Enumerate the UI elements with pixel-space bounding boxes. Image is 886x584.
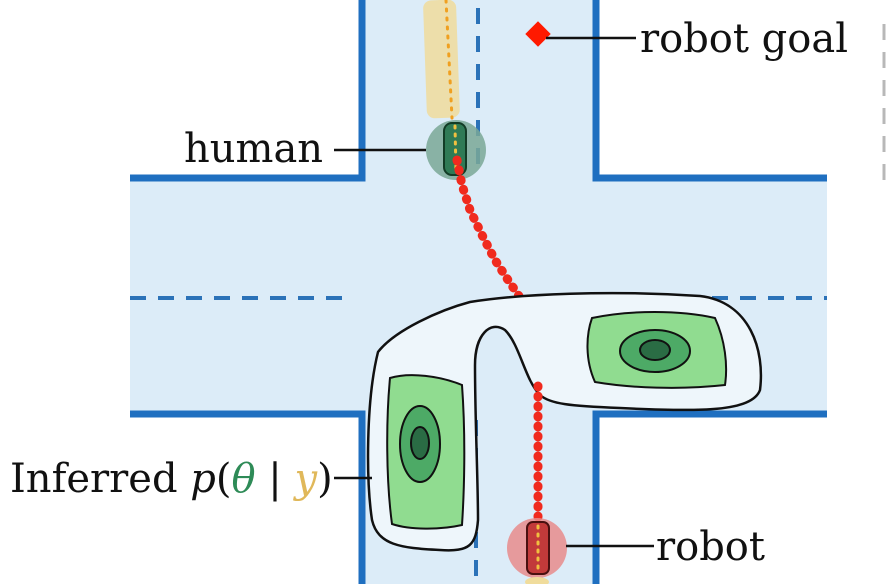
theta-symbol: θ (232, 456, 256, 502)
road-walls (130, 0, 827, 584)
robot-goal-label: robot goal (640, 16, 848, 62)
left-density-core (410, 426, 430, 460)
right-density-core (639, 339, 671, 361)
wall-top-right (592, 0, 827, 182)
p-symbol: p (190, 456, 216, 502)
leader-lines (334, 36, 654, 548)
inferred-distribution-label: Inferred p(θ | y) (10, 456, 333, 502)
wall-bottom-left (130, 410, 366, 584)
wall-top-left (130, 0, 366, 182)
close-paren: ) (317, 456, 333, 502)
bar-symbol: | (256, 456, 295, 502)
human-label: human (184, 126, 323, 172)
open-paren: ( (216, 456, 232, 502)
human-prediction-band (423, 0, 460, 120)
inferred-distribution (366, 291, 763, 552)
goal-diamond-icon (525, 21, 551, 47)
robot-label: robot (656, 524, 765, 570)
human-trajectory (452, 155, 524, 301)
y-symbol: y (293, 456, 319, 502)
inferred-prefix: Inferred (10, 456, 190, 502)
human-agent-icon (426, 120, 486, 180)
wall-bottom-right (592, 410, 827, 584)
robot-agent-icon (507, 518, 567, 584)
